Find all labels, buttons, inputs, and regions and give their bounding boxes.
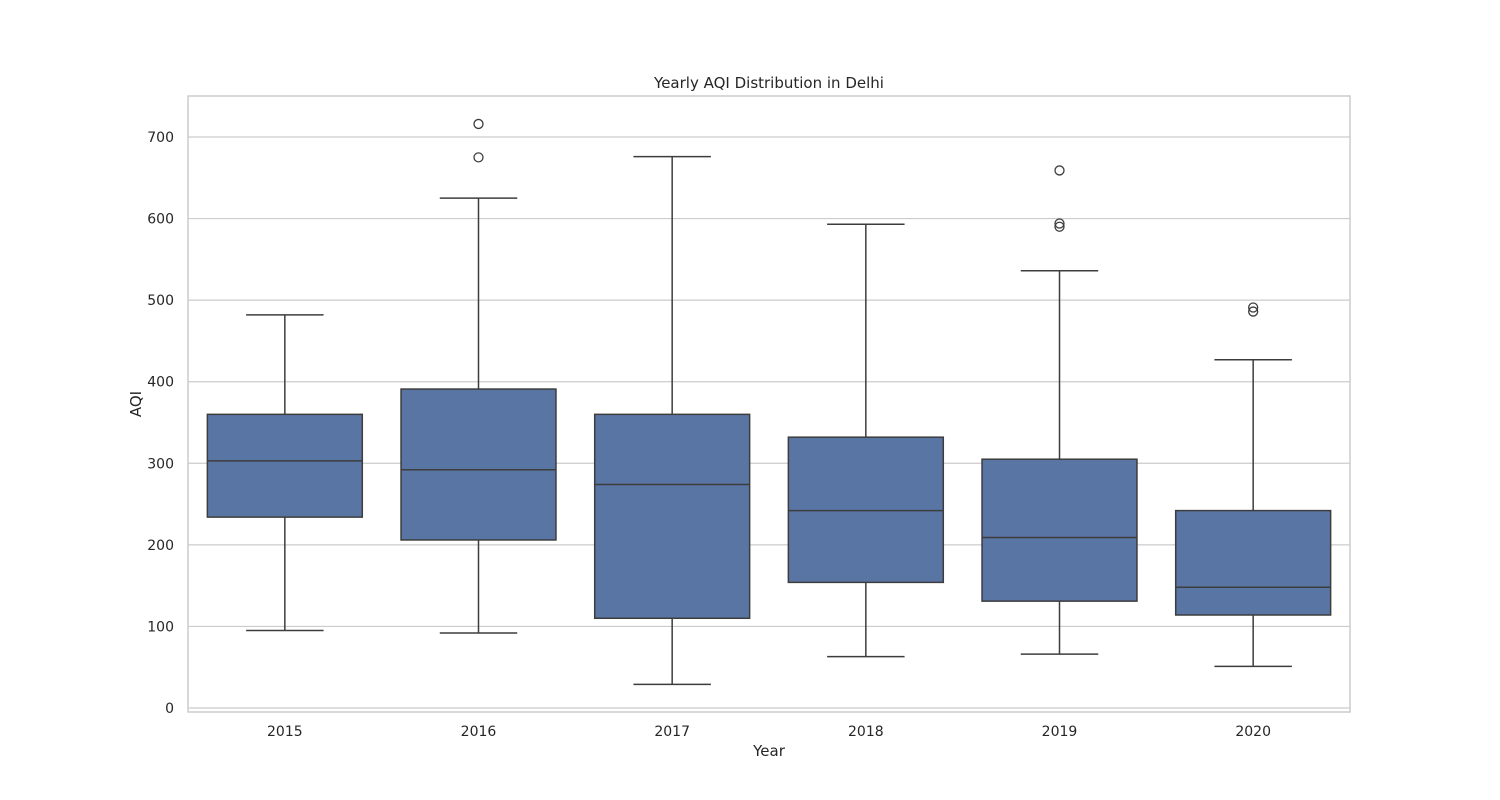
y-tick-label: 500	[147, 293, 174, 309]
y-tick-label: 200	[147, 538, 174, 554]
box-2020	[1174, 302, 1332, 668]
x-tick-label: 2019	[1042, 724, 1078, 740]
box-2015	[206, 314, 364, 632]
outlier-point	[1054, 221, 1065, 232]
iqr-box	[593, 413, 751, 620]
x-tick-label: 2016	[461, 724, 497, 740]
box-2017	[593, 155, 751, 686]
y-axis-label: AQI	[127, 391, 145, 417]
iqr-box	[206, 413, 364, 518]
plot-frame	[187, 95, 1351, 713]
y-tick-label: 0	[165, 701, 174, 717]
grid-layer	[188, 136, 1350, 709]
outlier-point	[1054, 218, 1065, 229]
x-tick-label: 2020	[1235, 724, 1271, 740]
y-tick-label: 400	[147, 375, 174, 391]
iqr-box	[1174, 509, 1332, 616]
iqr-box	[787, 436, 945, 584]
x-tick-label: 2015	[267, 724, 303, 740]
outlier-point	[1248, 302, 1259, 313]
y-tick-label: 700	[147, 130, 174, 146]
chart-title: Yearly AQI Distribution in Delhi	[653, 74, 884, 92]
box-layer	[206, 118, 1332, 686]
box-2016	[400, 118, 557, 634]
outlier-point	[473, 152, 484, 163]
outlier-point	[473, 118, 484, 130]
box-2018	[787, 223, 945, 658]
outlier-point	[1054, 165, 1065, 176]
x-axis-ticks: 2015 2016 2017 2018 2019 2020	[267, 724, 1271, 740]
x-axis-label: Year	[752, 742, 786, 760]
outlier-point	[1248, 306, 1259, 317]
iqr-box	[400, 388, 557, 541]
y-tick-label: 600	[147, 212, 174, 228]
x-tick-label: 2017	[654, 724, 690, 740]
box-2019	[981, 165, 1138, 655]
x-tick-label: 2018	[848, 724, 884, 740]
y-tick-label: 300	[147, 456, 174, 472]
y-axis-ticks: 0 100 200 300 400 500 600 700	[147, 130, 174, 717]
iqr-box	[981, 458, 1138, 602]
y-tick-label: 100	[147, 619, 174, 635]
